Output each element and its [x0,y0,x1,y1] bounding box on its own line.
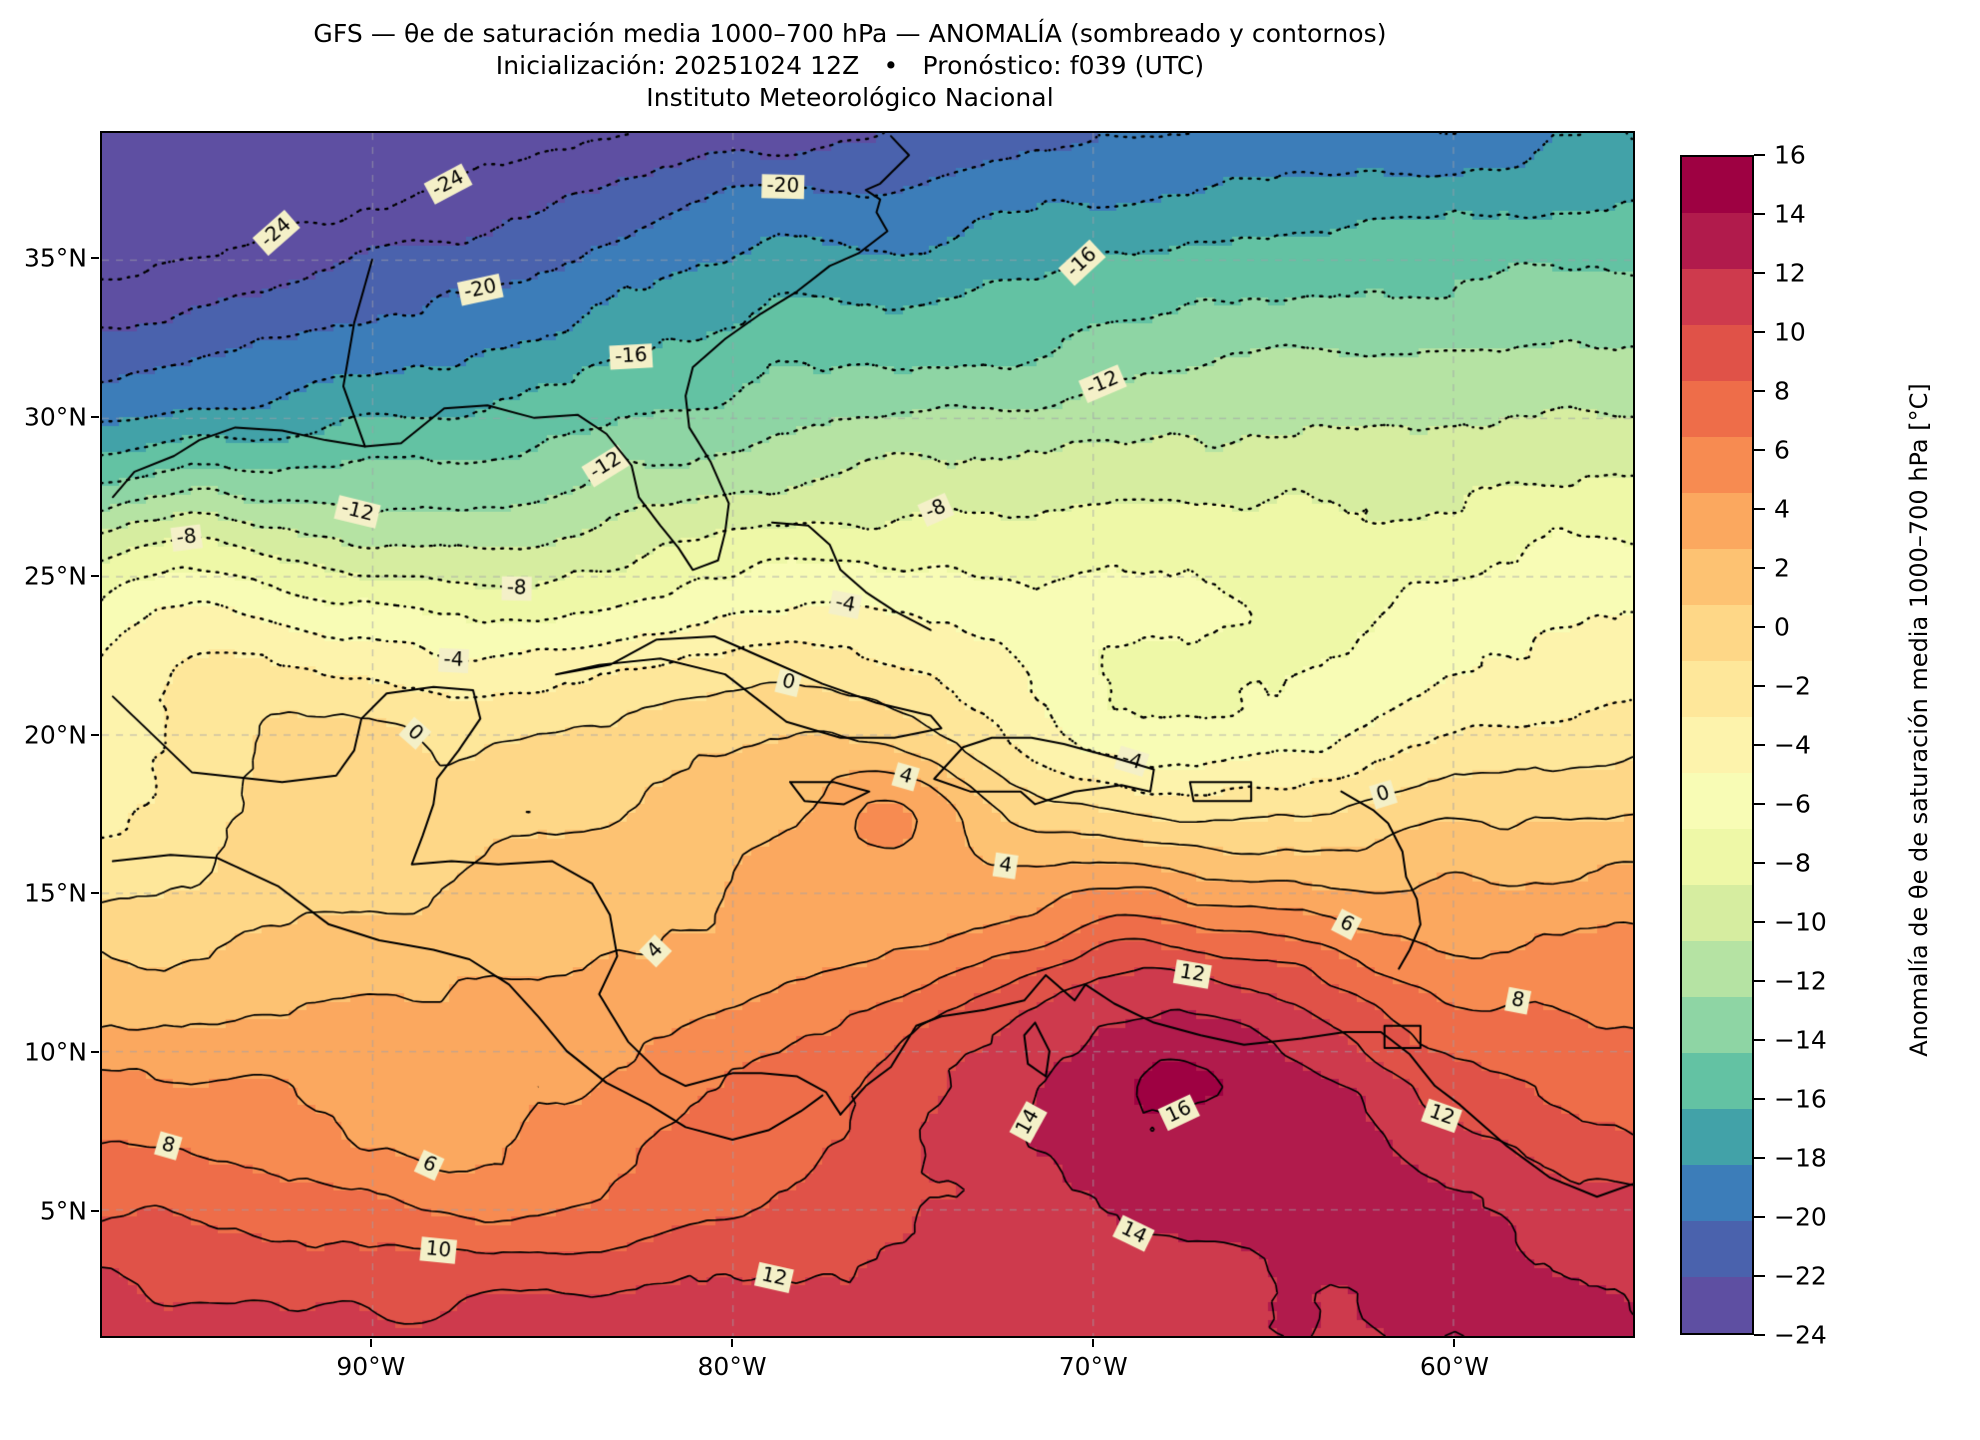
colorbar-tick [1754,390,1765,392]
colorbar-band-16 [1682,381,1752,437]
colorbar-tick [1754,1039,1765,1041]
colorbar-band-5 [1682,997,1752,1053]
colorbar-band-2 [1682,1165,1752,1221]
colorbar: −24 −22 −20 −18 −16 −14 −12 −10 −8 −6 −4 −2 0 2 4 6 8 10 1… [1680,141,1827,1350]
colorbar-tick-label: −16 [1774,1084,1827,1114]
colorbar-band-9 [1682,773,1752,829]
colorbar-tick [1754,862,1765,864]
y-axis-tick [91,1209,99,1212]
colorbar-tick [1754,626,1765,628]
colorbar-tick-label: −20 [1774,1202,1827,1232]
colorbar-band-3 [1682,1109,1752,1165]
colorbar-tick [1754,567,1765,569]
colorbar-tick-label: 14 [1774,199,1806,229]
colorbar-tick-label: −10 [1774,907,1827,937]
colorbar-tick-label: −2 [1774,671,1811,701]
colorbar-band-15 [1682,437,1752,493]
colorbar-tick-label: −18 [1774,1143,1827,1173]
colorbar-band-13 [1682,549,1752,605]
y-axis-tick [91,415,99,418]
x-axis-tick [731,1339,734,1347]
colorbar-tick-label: −24 [1774,1320,1827,1350]
colorbar-tick-label: 2 [1774,553,1790,583]
y-axis-tick [91,733,99,736]
colorbar-tick-label: −6 [1774,789,1811,819]
colorbar-tick-label: 16 [1774,140,1806,170]
colorbar-tick [1754,1157,1765,1159]
colorbar-tick-label: −22 [1774,1261,1827,1291]
x-axis-tick-label: 80°W [697,1352,767,1381]
x-axis-tick-label: 60°W [1419,1352,1489,1381]
colorbar-tick-label: 0 [1774,612,1790,642]
y-axis-tick [91,574,99,577]
colorbar-tick [1754,1216,1765,1218]
figure-title-line2: Inicialización: 20251024 12Z • Pronóstic… [495,51,1205,80]
colorbar-band-14 [1682,493,1752,549]
colorbar-band-17 [1682,325,1752,381]
y-axis-tick-label: 35°N [23,243,87,273]
colorbar-tick [1754,803,1765,805]
colorbar-tick [1754,1098,1765,1100]
y-axis-tick-label: 25°N [23,561,87,591]
colorbar-band-19 [1682,213,1752,269]
colorbar-band-0 [1682,1277,1752,1333]
colorbar-tick [1754,1275,1765,1277]
y-axis-tick [91,257,99,260]
colorbar-band-11 [1682,661,1752,717]
colorbar-tick [1754,980,1765,982]
title-block: GFS — θe de saturación media 1000–700 hP… [0,18,1700,114]
x-axis-tick-label: 90°W [336,1352,406,1381]
colorbar-tick [1754,154,1765,156]
colorbar-tick-label: 10 [1774,317,1806,347]
y-axis-tick [91,892,99,895]
colorbar-band-12 [1682,605,1752,661]
colorbar-tick-label: 12 [1774,258,1806,288]
colorbar-tick [1754,508,1765,510]
colorbar-band-20 [1682,157,1752,213]
colorbar-band-18 [1682,269,1752,325]
map-plot-area [100,131,1635,1338]
colorbar-band-8 [1682,829,1752,885]
colorbar-tick-label: 4 [1774,494,1790,524]
colorbar-gradient [1680,155,1754,1335]
colorbar-tick [1754,1334,1765,1336]
x-axis-tick [369,1339,372,1347]
colorbar-tick-label: 8 [1774,376,1790,406]
colorbar-band-4 [1682,1053,1752,1109]
y-axis-tick-label: 5°N [39,1196,87,1226]
y-axis-tick [91,1051,99,1054]
colorbar-tick [1754,921,1765,923]
y-axis-tick-label: 20°N [23,720,87,749]
colorbar-tick-label: −4 [1774,730,1811,760]
colorbar-tick [1754,331,1765,333]
y-axis-tick-label: 15°N [23,878,87,908]
y-axis-tick-label: 30°N [23,402,87,432]
colorbar-band-6 [1682,941,1752,997]
anomaly-heatmap-canvas [102,133,1633,1336]
colorbar-tick [1754,213,1765,215]
colorbar-tick [1754,744,1765,746]
colorbar-tick [1754,449,1765,451]
colorbar-tick [1754,272,1765,274]
figure-title-line3: Instituto Meteorológico Nacional [646,83,1054,112]
colorbar-band-1 [1682,1221,1752,1277]
x-axis-tick [1453,1339,1456,1347]
colorbar-tick [1754,685,1765,687]
x-axis-tick [1092,1339,1095,1347]
colorbar-band-7 [1682,885,1752,941]
figure-title-line1: GFS — θe de saturación media 1000–700 hP… [313,19,1387,48]
colorbar-tick-label: 6 [1774,435,1790,465]
colorbar-tick-label: −12 [1774,966,1827,996]
colorbar-axis-label: Anomalía de θe de saturación media 1000–… [1905,383,1933,1057]
x-axis-tick-label: 70°W [1058,1352,1128,1381]
colorbar-band-10 [1682,717,1752,773]
colorbar-tick-label: −14 [1774,1025,1827,1055]
y-axis-tick-label: 10°N [23,1037,87,1067]
colorbar-tick-label: −8 [1774,848,1811,878]
